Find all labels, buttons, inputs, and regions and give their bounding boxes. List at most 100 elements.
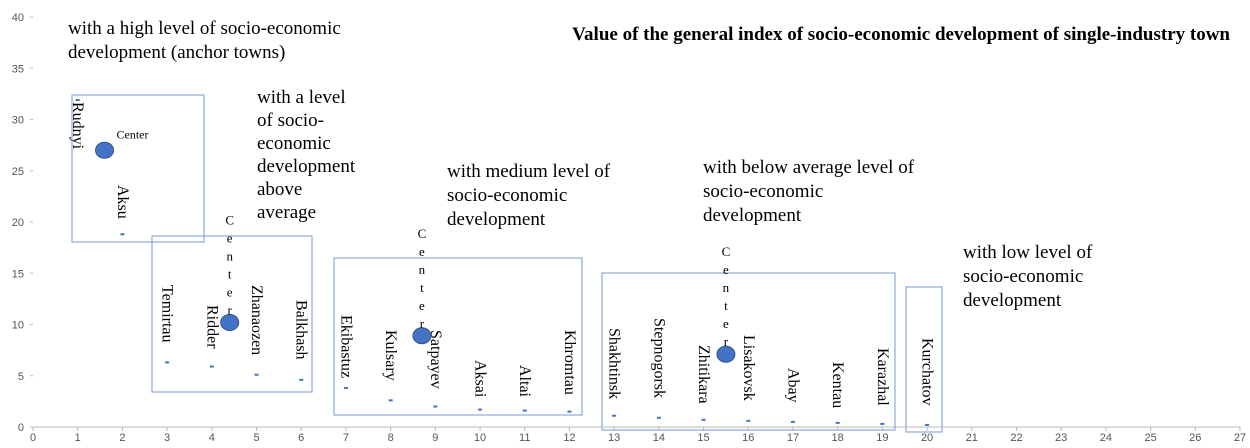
y-tick-label: 40 [12, 12, 24, 24]
group-box [333, 257, 583, 416]
group-annotation: with medium level of socio-economic develo… [447, 161, 611, 230]
annotation-line: with below average level of [703, 157, 915, 178]
group-box [71, 94, 205, 243]
x-tick-label: 20 [921, 432, 933, 444]
x-tick-label: 27 [1234, 432, 1246, 444]
town-point [75, 99, 80, 102]
y-tick-label: 15 [12, 268, 24, 280]
chart-title: Value of the general index of socio-econ… [572, 24, 1230, 45]
x-tick-label: 25 [1144, 432, 1156, 444]
town-label: Satpayev [427, 330, 444, 389]
town-point [790, 420, 795, 423]
annotation-line: with low level of [963, 242, 1093, 263]
x-tick-label: 2 [119, 432, 125, 444]
town-point [388, 399, 393, 402]
x-tick-label: 22 [1010, 432, 1022, 444]
town-point [656, 416, 661, 419]
annotation-line: with medium level of [447, 161, 611, 182]
x-tick-label: 5 [253, 432, 259, 444]
town-point [478, 408, 483, 411]
town-point [254, 373, 259, 376]
center-point [716, 345, 736, 363]
x-tick-label: 18 [832, 432, 844, 444]
annotation-line: of socio- [257, 110, 324, 131]
group-annotation: with a level of socio-economic development… [257, 87, 356, 223]
x-tick-label: 3 [164, 432, 170, 444]
town-point [209, 365, 214, 368]
town-label: Stepnogorsk [650, 318, 667, 398]
town-label: Abay [784, 368, 801, 403]
x-tick-label: 19 [876, 432, 888, 444]
annotation-line: with a level [257, 87, 346, 108]
y-tick-label: 20 [12, 217, 24, 229]
town-point [165, 361, 170, 364]
annotation-line: above [257, 179, 302, 200]
annotation-line: socio-economic [963, 266, 1083, 287]
group-box [601, 272, 896, 431]
y-tick-label: 35 [12, 63, 24, 75]
center-label: Center [117, 127, 149, 141]
group-annotation: with a high level of socio-economic devel… [68, 18, 341, 63]
town-point [746, 419, 751, 422]
annotation-line: development [963, 290, 1062, 311]
annotation-line: average [257, 202, 316, 223]
x-tick-label: 23 [1055, 432, 1067, 444]
annotation-line: socio-economic [447, 185, 567, 206]
town-label: Kentau [829, 362, 846, 408]
group-annotation: with low level of socio-economic developme… [963, 242, 1093, 311]
x-tick-label: 0 [30, 432, 36, 444]
town-label: Zhanaozen [248, 285, 265, 355]
y-tick-label: 30 [12, 115, 24, 127]
town-point [701, 418, 706, 421]
center-point [412, 327, 432, 345]
x-tick-label: 7 [343, 432, 349, 444]
x-tick-label: 6 [298, 432, 304, 444]
center-point [220, 313, 240, 331]
x-tick-label: 21 [966, 432, 978, 444]
y-tick-label: 10 [12, 320, 24, 332]
y-tick-label: 0 [18, 422, 24, 434]
town-label: Temirtau [159, 285, 176, 343]
town-point [880, 422, 885, 425]
town-label: Zhitikara [695, 345, 712, 404]
y-tick-label: 25 [12, 166, 24, 178]
town-label: Rudnyi [69, 102, 86, 150]
x-tick-label: 14 [653, 432, 665, 444]
town-point [299, 378, 304, 381]
center-label: Center [414, 226, 429, 334]
town-label: Aksu [114, 185, 131, 219]
group-annotation: with below average level of socio-economi… [703, 157, 915, 226]
annotation-line: development [257, 156, 356, 177]
annotation-line: development [447, 209, 546, 230]
town-label: Karazhal [874, 348, 891, 406]
town-point [120, 233, 125, 236]
x-tick-label: 16 [742, 432, 754, 444]
town-label: Ridder [203, 305, 220, 349]
town-point [522, 409, 527, 412]
town-label: Kulsary [382, 330, 399, 381]
x-tick-label: 4 [209, 432, 215, 444]
town-label: Lisakovsk [740, 335, 757, 401]
annotation-line: economic [257, 133, 331, 154]
town-point [835, 421, 840, 424]
town-point [567, 410, 572, 413]
x-tick-label: 10 [474, 432, 486, 444]
group-box [151, 235, 313, 393]
annotation-line: with a high level of socio-economic [68, 18, 341, 39]
annotation-line: development [703, 205, 802, 226]
x-tick-label: 13 [608, 432, 620, 444]
town-label: Balkhash [293, 300, 310, 360]
x-tick-label: 9 [432, 432, 438, 444]
town-label: Ekibastuz [337, 315, 354, 378]
town-point [343, 387, 348, 390]
town-point [925, 423, 930, 426]
center-label: Center [718, 244, 733, 352]
town-label: Khromtau [561, 330, 578, 395]
x-tick-label: 26 [1189, 432, 1201, 444]
x-tick-label: 8 [388, 432, 394, 444]
center-label: Center [222, 212, 237, 320]
town-point [612, 414, 617, 417]
town-point [433, 405, 438, 408]
town-label: Aksai [472, 360, 489, 398]
